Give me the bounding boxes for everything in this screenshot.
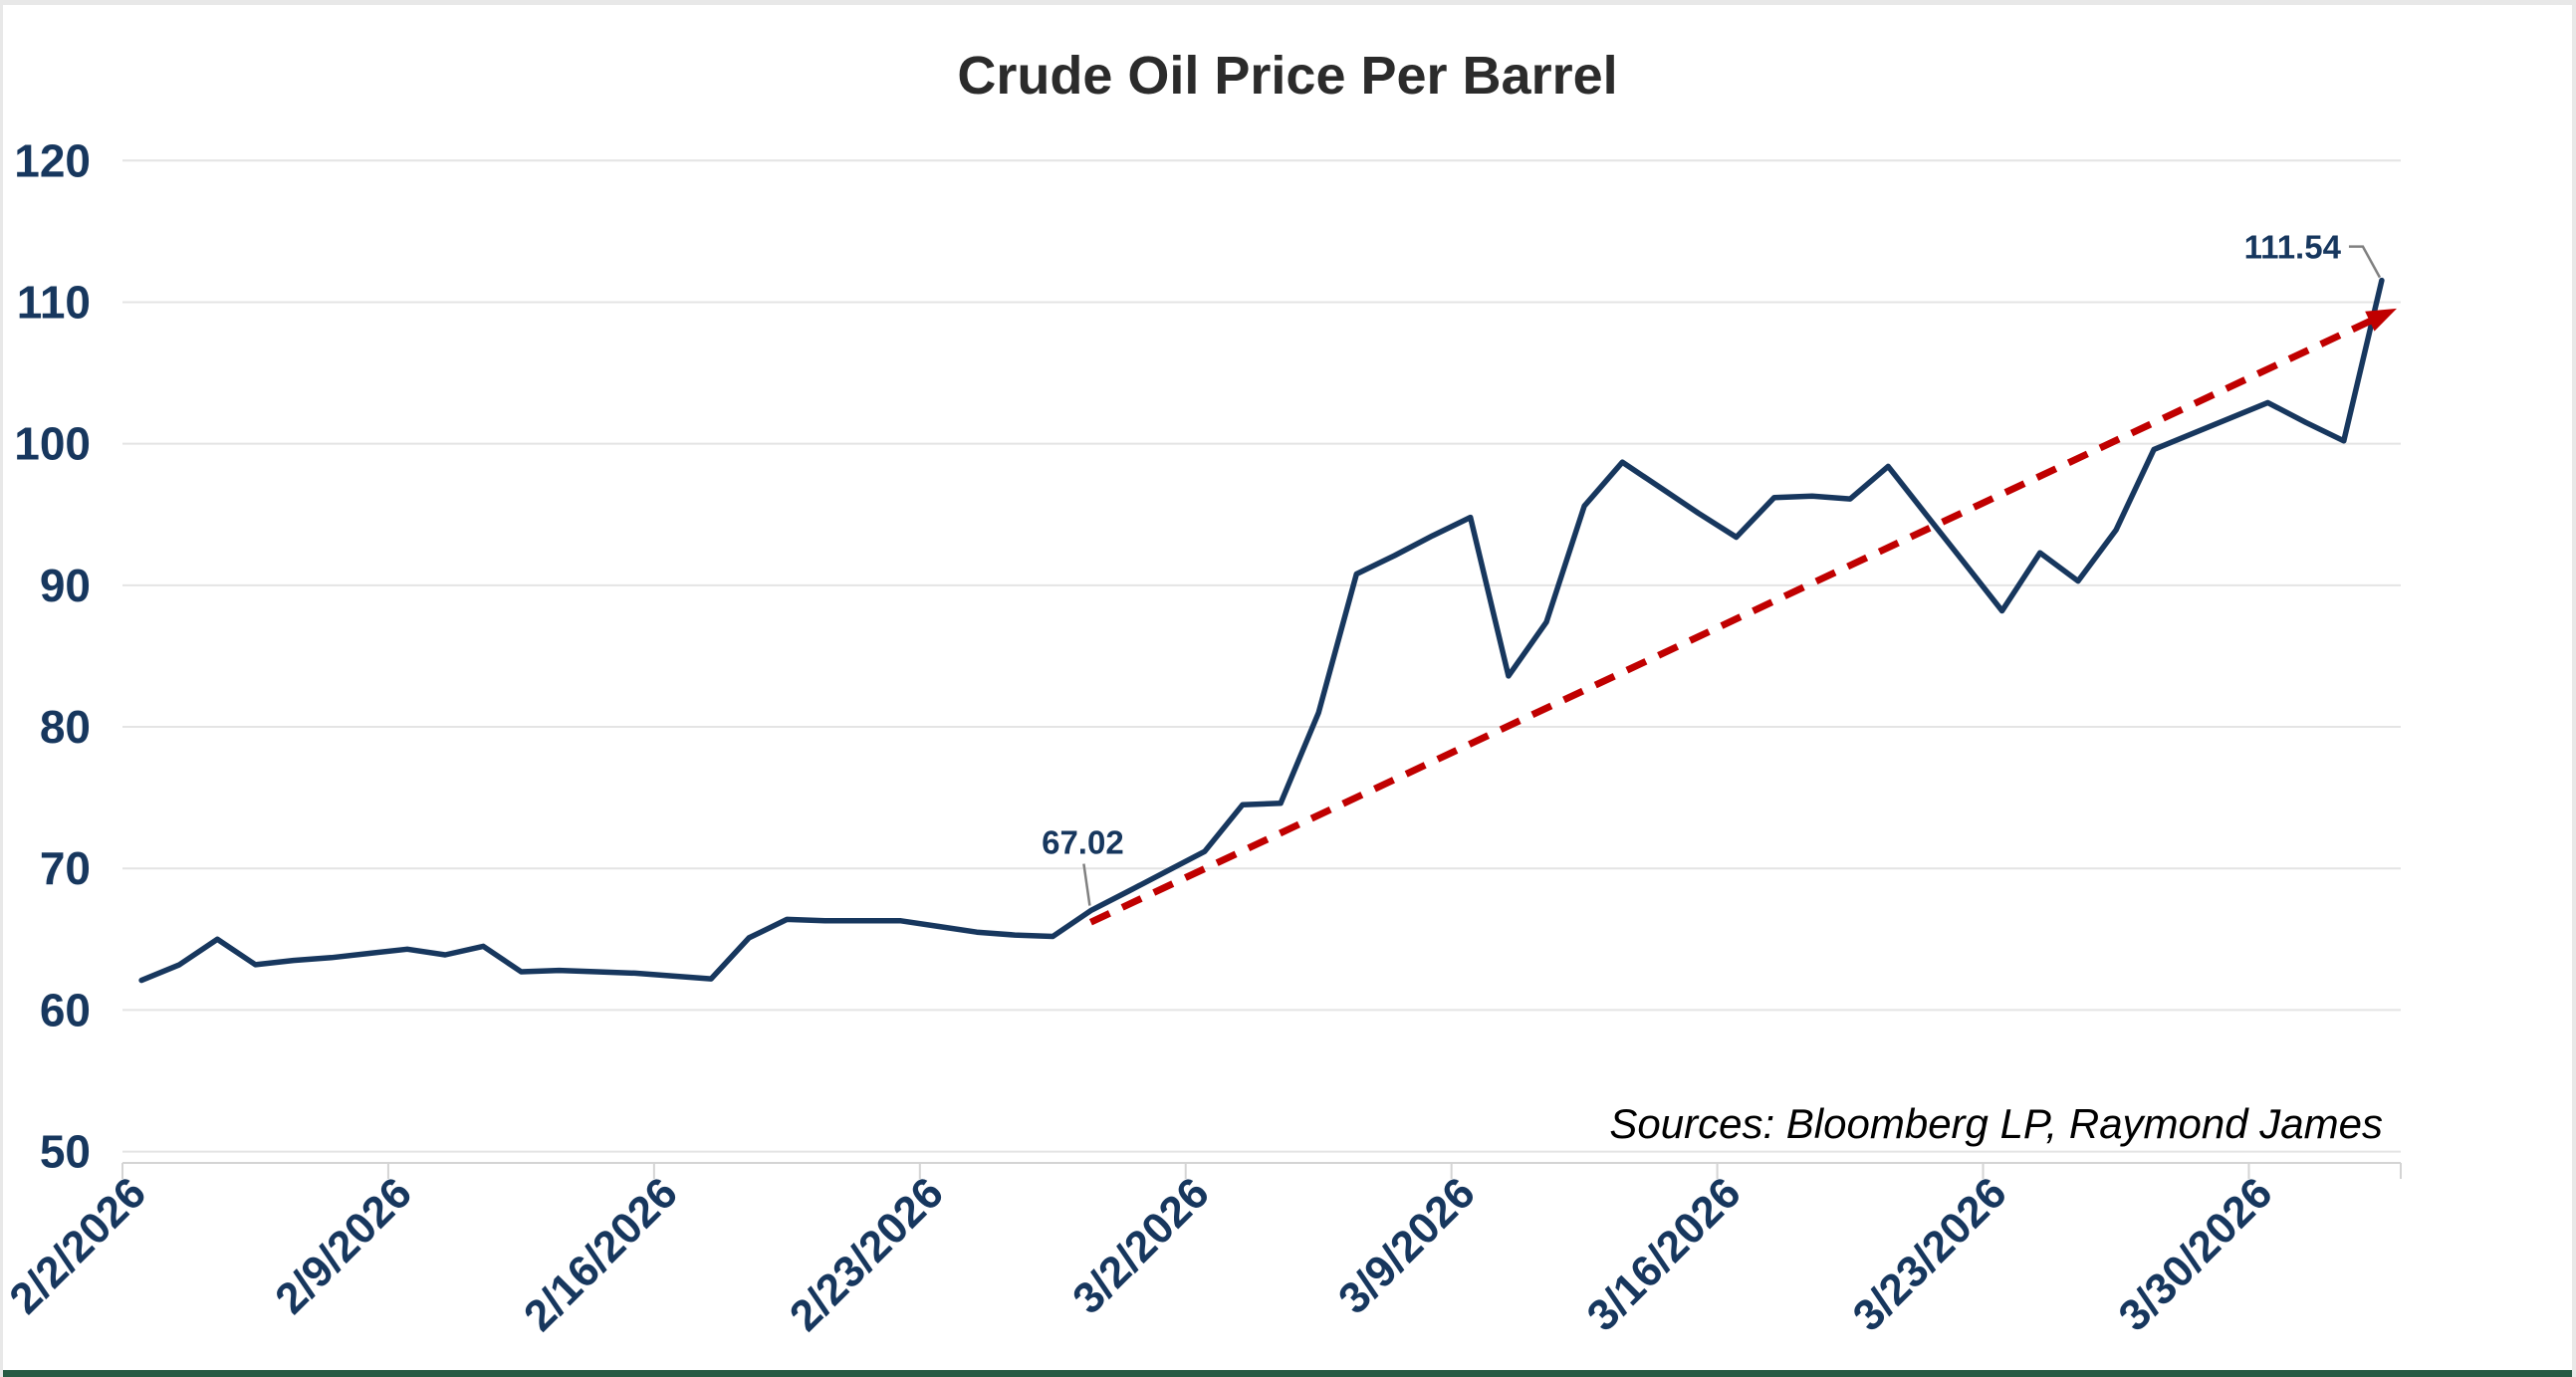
annotation-label: 111.54 — [2244, 229, 2342, 266]
y-axis-label: 60 — [40, 984, 91, 1035]
chart-title: Crude Oil Price Per Barrel — [957, 46, 1618, 106]
price-line — [138, 277, 2385, 984]
x-axis-label: 2/16/2026 — [515, 1168, 687, 1340]
x-axis-label: 2/9/2026 — [266, 1168, 421, 1323]
y-axis-label: 70 — [40, 842, 91, 894]
y-axis-label: 50 — [40, 1126, 91, 1178]
source-note: Sources: Bloomberg LP, Raymond James — [1609, 1100, 2383, 1147]
x-axis-label: 3/9/2026 — [1329, 1168, 1485, 1323]
y-axis-label: 100 — [14, 418, 91, 470]
annotation-leader-line — [2348, 245, 2382, 279]
trend-dashed-line — [1088, 315, 2377, 926]
x-axis-label: 3/2/2026 — [1063, 1168, 1219, 1323]
bottom-accent-bar — [3, 1370, 2572, 1377]
annotation-leader-line — [1082, 863, 1091, 906]
x-axis-label: 3/23/2026 — [1844, 1168, 2016, 1340]
x-axis-label: 3/30/2026 — [2109, 1168, 2281, 1340]
x-axis-label: 3/16/2026 — [1578, 1168, 1751, 1340]
y-axis-label: 80 — [40, 701, 91, 753]
x-axis-label: 2/2/2026 — [3, 1168, 155, 1323]
trend-arrowhead — [2365, 308, 2397, 332]
x-axis-label: 2/23/2026 — [781, 1168, 953, 1340]
y-axis-label: 110 — [17, 276, 91, 328]
y-axis-label: 120 — [14, 134, 91, 186]
y-axis-label: 90 — [40, 560, 91, 611]
annotation-label: 67.02 — [1042, 824, 1124, 861]
price-chart: 50 60 70 80 90 100 110 120 2/2/2026 2/9/2026 2/16/… — [3, 134, 2402, 1340]
